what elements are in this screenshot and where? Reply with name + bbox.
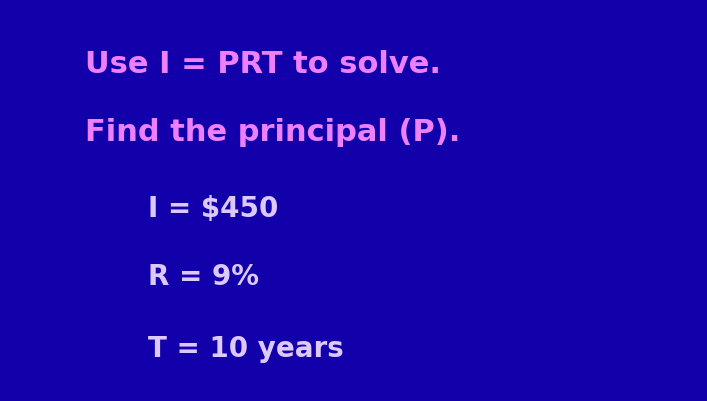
Text: R = 9%: R = 9% [148,263,259,291]
Text: I = $450: I = $450 [148,194,279,223]
Text: Find the principal (P).: Find the principal (P). [85,118,460,147]
Text: Use I = PRT to solve.: Use I = PRT to solve. [85,50,441,79]
Text: T = 10 years: T = 10 years [148,335,344,363]
